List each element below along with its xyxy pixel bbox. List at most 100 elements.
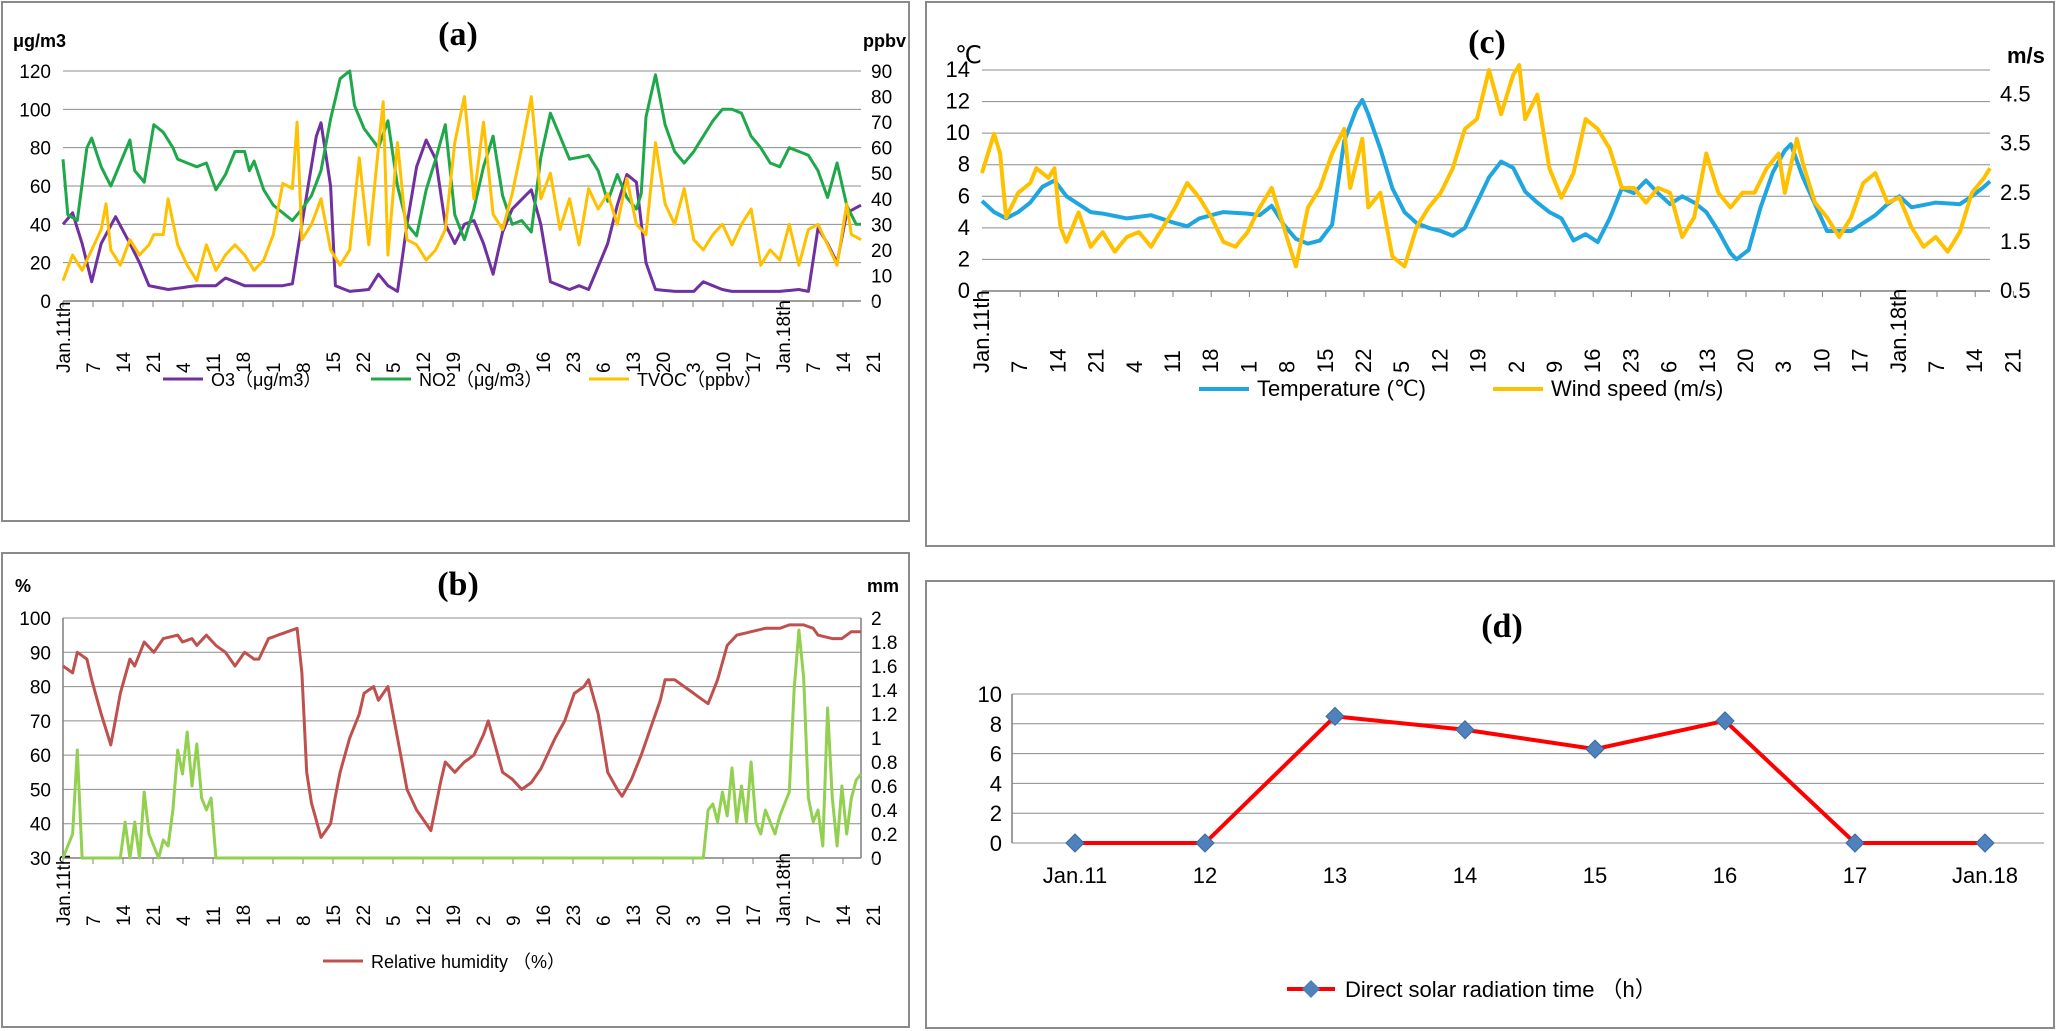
x-tick-label: 8 xyxy=(1275,361,1300,373)
left-axis-unit: % xyxy=(15,576,31,596)
y-tick-label-right: 1.8 xyxy=(871,633,897,654)
y-tick-label-right: 40 xyxy=(871,190,892,211)
legend-label: Relative humidity （%） xyxy=(371,952,565,972)
x-tick-label: 5 xyxy=(384,915,405,926)
y-tick-label: 2 xyxy=(990,801,1002,826)
panel-d: (d) 0 2 4 6 8 10 Jan.11 12 13 14 15 16 17 Jan.18 Direc… xyxy=(925,580,2055,1029)
left-axis-unit: ℃ xyxy=(955,42,982,69)
x-tick-label: Jan.11th xyxy=(54,302,75,373)
x-tick-label: 17 xyxy=(744,352,765,373)
panel-c: (c) ℃ m/s 0 2 4 6 8 10 12 14 0.5 1.5 2.5 3.5 4.5 Jan.… xyxy=(925,1,2055,547)
x-tick-label: 11 xyxy=(204,906,225,926)
x-tick-label: 6 xyxy=(594,915,615,926)
x-tick-label: 23 xyxy=(564,352,585,373)
data-point-marker xyxy=(1195,833,1215,853)
right-axis-unit: mm xyxy=(867,576,899,596)
x-tick-label: 23 xyxy=(1618,349,1643,373)
chart-d: (d) 0 2 4 6 8 10 Jan.11 12 13 14 15 16 17 Jan.18 Direc… xyxy=(978,608,2044,1002)
y-tick-label-right: 0 xyxy=(871,292,882,313)
x-tick-label: 7 xyxy=(1924,361,1949,373)
x-tick-label: 10 xyxy=(1809,349,1834,373)
x-tick-label: Jan.11 xyxy=(1043,863,1107,888)
y-tick-label-left: 10 xyxy=(946,120,970,145)
y-tick-label-left: 60 xyxy=(30,746,51,767)
x-tick-label: 18 xyxy=(234,352,255,373)
left-axis-unit: μg/m3 xyxy=(13,31,66,51)
x-tick-label: Jan.18th xyxy=(774,853,795,926)
x-tick-label: Jan.18th xyxy=(774,300,795,373)
y-tick-label-left: 12 xyxy=(946,89,970,114)
y-tick-label-left: 50 xyxy=(30,780,51,801)
x-tick-label: 9 xyxy=(1542,361,1567,373)
data-point-marker xyxy=(1325,706,1345,727)
y-tick-label: 0 xyxy=(990,831,1002,856)
chart-title: (d) xyxy=(1481,608,1523,645)
legend-label: NO2（μg/m3） xyxy=(419,370,542,390)
y-tick-label-right: 50 xyxy=(871,164,892,185)
y-tick-label-right: 1.4 xyxy=(871,681,898,702)
x-tick-label: Jan.18 xyxy=(1952,863,2018,888)
x-tick-label: 15 xyxy=(324,352,345,373)
y-tick-label-right: 1.5 xyxy=(2000,229,2031,254)
x-tick-label: 14 xyxy=(1962,349,1987,373)
y-tick-label-right: 80 xyxy=(871,88,892,109)
x-tick-label: 13 xyxy=(624,905,645,926)
x-tick-label: 10 xyxy=(714,352,735,373)
y-tick-label-right: 0 xyxy=(871,849,882,870)
y-tick-label-left: 100 xyxy=(19,609,51,630)
y-tick-label-left: 100 xyxy=(19,100,51,121)
x-tick-label: 20 xyxy=(1733,349,1758,373)
series-line-solar xyxy=(1075,714,1985,845)
series-line-rh xyxy=(62,623,861,839)
chart-title: (a) xyxy=(438,16,478,53)
y-tick-label-left: 90 xyxy=(30,643,51,664)
y-tick-label-left: 80 xyxy=(30,678,51,699)
x-tick-label: 1 xyxy=(264,362,285,373)
data-point-marker xyxy=(1845,833,1865,853)
y-tick-label: 4 xyxy=(990,771,1002,796)
y-tick-label-left: 0 xyxy=(958,278,970,303)
chart-b: (b) % mm 30 40 50 60 70 80 90 100 0 0.2 0.4 0.6 0.8 1… xyxy=(15,566,899,972)
x-tick-label: 21 xyxy=(864,905,885,926)
x-tick-label: 7 xyxy=(804,362,825,373)
y-tick-label-left: 80 xyxy=(30,139,51,160)
x-tick-label: 15 xyxy=(324,905,345,926)
legend-label: O3（μg/m3） xyxy=(211,370,321,390)
x-tick-label: 22 xyxy=(354,352,375,373)
x-tick-label: 12 xyxy=(1193,863,1217,888)
x-tick-label: 13 xyxy=(624,352,645,373)
x-tick-label: 19 xyxy=(444,352,465,373)
data-point-marker xyxy=(1975,833,1995,853)
x-tick-label: Jan.11th xyxy=(969,290,994,373)
x-tick-label: 14 xyxy=(834,904,855,926)
y-tick-label-right: 30 xyxy=(871,215,892,236)
y-tick-label-right: 0.2 xyxy=(871,825,897,846)
y-tick-label-right: 10 xyxy=(871,266,892,287)
x-tick-label: 16 xyxy=(1713,863,1737,888)
x-tick-label: 22 xyxy=(354,905,375,926)
x-tick-label: 5 xyxy=(384,362,405,373)
series-line-wind xyxy=(980,63,1992,269)
x-tick-label: 16 xyxy=(534,905,555,926)
data-point-marker xyxy=(1065,833,1085,853)
y-tick-label-right: 0.4 xyxy=(871,801,898,822)
x-tick-label: 2 xyxy=(474,362,495,373)
x-tick-label: 18 xyxy=(1198,349,1223,373)
y-tick-label-right: 1.6 xyxy=(871,657,897,678)
x-tick-label: 8 xyxy=(294,915,315,926)
y-tick-label: 8 xyxy=(990,712,1002,737)
x-tick-label: 7 xyxy=(84,915,105,926)
x-tick-label: 8 xyxy=(294,362,315,373)
legend-label: Wind speed (m/s) xyxy=(1551,376,1723,401)
x-tick-label: Jan.18th xyxy=(1886,289,1911,373)
x-tick-label: 9 xyxy=(504,915,525,926)
x-tick-label: 14 xyxy=(1045,349,1070,373)
y-tick-label-right: 2 xyxy=(871,609,882,630)
y-tick-label-left: 2 xyxy=(958,246,970,271)
x-tick-label: 4 xyxy=(1122,361,1147,373)
x-tick-label: 7 xyxy=(1007,361,1032,373)
x-tick-label: 3 xyxy=(1771,361,1796,373)
x-tick-label: 14 xyxy=(114,351,135,373)
x-tick-label: 19 xyxy=(1466,349,1491,373)
series-line-precip xyxy=(61,628,863,860)
